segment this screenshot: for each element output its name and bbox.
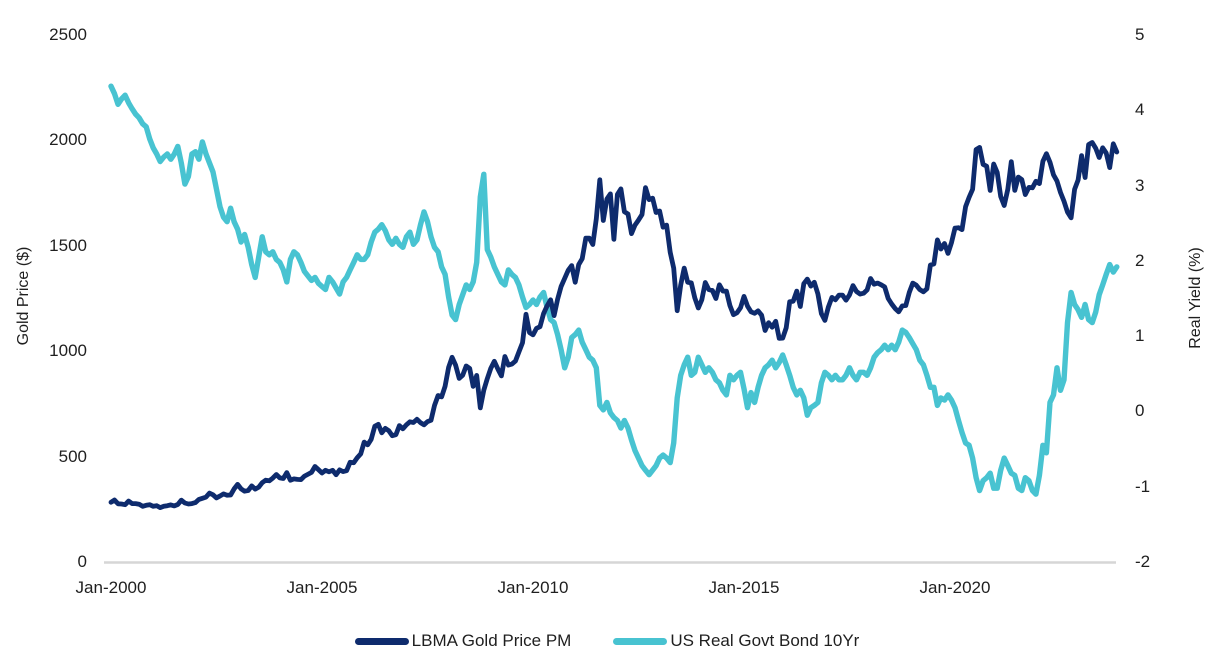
legend: LBMA Gold Price PM US Real Govt Bond 10Y… — [0, 631, 1214, 651]
left-tick-0: 0 — [77, 552, 87, 571]
gold-series-swatch — [354, 637, 409, 645]
left-tick-2000: 2000 — [49, 130, 87, 150]
left-tick-1000: 1000 — [49, 341, 87, 361]
series-line-real-yield — [108, 83, 1120, 497]
left-tick-2500: 2500 — [49, 25, 87, 44]
yield-series-label: US Real Govt Bond 10Yr — [670, 631, 860, 650]
left-tick-500: 500 — [58, 446, 87, 466]
x-tick-Jan-2015: Jan-2015 — [708, 578, 780, 597]
left-tick-1500: 1500 — [49, 235, 87, 255]
right-tick-4: 4 — [1135, 100, 1145, 120]
left-axis-title: Gold Price ($) — [15, 246, 32, 346]
right-axis-title: Real Yield (%) — [1187, 247, 1204, 349]
right-tick-1: 1 — [1135, 326, 1145, 346]
yield-series-swatch — [613, 637, 668, 645]
x-tick-Jan-2005: Jan-2005 — [286, 578, 358, 597]
right-tick--1: -1 — [1135, 476, 1151, 496]
right-tick-5: 5 — [1135, 25, 1145, 44]
right-tick-0: 0 — [1135, 401, 1145, 421]
x-tick-Jan-2020: Jan-2020 — [919, 578, 991, 597]
right-tick-3: 3 — [1135, 175, 1145, 195]
x-tick-Jan-2000: Jan-2000 — [75, 578, 147, 597]
right-tick--2: -2 — [1135, 552, 1151, 571]
legend-item-yield: US Real Govt Bond 10Yr — [613, 631, 859, 651]
legend-item-gold: LBMA Gold Price PM — [354, 631, 572, 651]
gold-series-label: LBMA Gold Price PM — [411, 631, 572, 650]
x-tick-Jan-2010: Jan-2010 — [497, 578, 569, 597]
series-line-gold — [108, 140, 1120, 511]
right-tick-2: 2 — [1135, 250, 1145, 270]
